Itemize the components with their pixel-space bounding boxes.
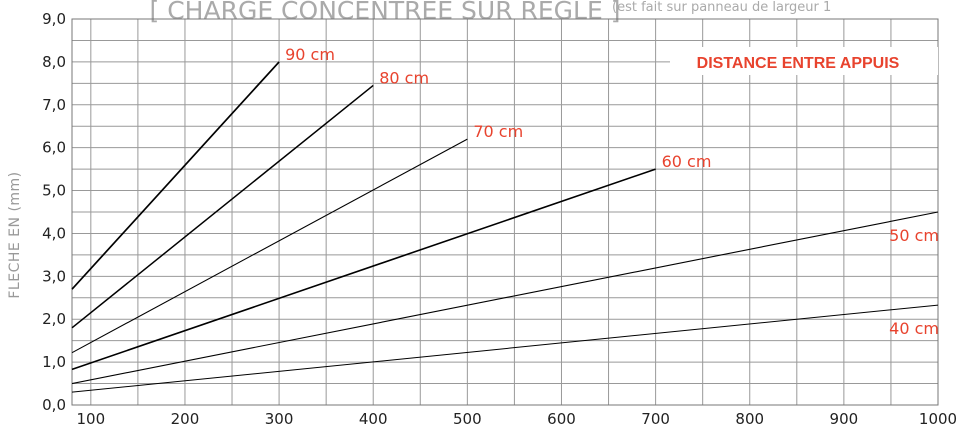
y-axis-ticks: 0,0 1,0 2,0 3,0 4,0 5,0 6,0 7,0 8,0 9,0 xyxy=(42,10,66,414)
x-tick-label: 700 xyxy=(641,410,670,426)
series-line-70-cm xyxy=(71,138,468,354)
x-tick-label: 1000 xyxy=(919,410,957,426)
y-tick-label: 0,0 xyxy=(42,396,66,414)
series-label-background xyxy=(892,320,937,339)
y-tick-label: 3,0 xyxy=(42,267,66,285)
series-label: 80 cm xyxy=(379,68,429,87)
y-tick-label: 2,0 xyxy=(42,310,66,328)
y-tick-label: 7,0 xyxy=(42,96,66,114)
chart-title: [ CHARGE CONCENTREE SUR REGLE ] xyxy=(150,0,621,25)
x-tick-label: 800 xyxy=(735,410,764,426)
series-label: 40 cm xyxy=(889,319,939,338)
x-tick-label: 200 xyxy=(171,410,200,426)
x-axis-ticks: 100 200 300 400 500 600 700 800 900 1000 xyxy=(77,410,958,426)
series-label: 90 cm xyxy=(285,45,335,64)
series-line-40-cm xyxy=(71,304,939,393)
x-tick-label: 900 xyxy=(830,410,859,426)
series-lines xyxy=(71,61,939,393)
y-tick-label: 8,0 xyxy=(42,53,66,71)
series-label-background xyxy=(892,227,937,245)
grid xyxy=(72,19,938,405)
y-axis-label: FLECHE EN (mm) xyxy=(7,171,23,298)
series-line-50-cm xyxy=(71,211,939,385)
x-tick-label: 600 xyxy=(547,410,576,426)
x-tick-label: 100 xyxy=(77,410,106,426)
legend-title: DISTANCE ENTRE APPUIS xyxy=(697,55,900,72)
legend-background xyxy=(670,47,938,75)
y-tick-label: 4,0 xyxy=(42,224,66,242)
x-tick-label: 500 xyxy=(453,410,482,426)
series-labels: 90 cm 80 cm 70 cm 60 cm 50 cm 40 cm xyxy=(285,45,939,339)
y-tick-label: 9,0 xyxy=(42,10,66,28)
y-tick-label: 6,0 xyxy=(42,139,66,157)
series-label: 60 cm xyxy=(662,152,712,171)
series-line-90-cm xyxy=(71,61,280,290)
chart-subtitle: (est fait sur panneau de largeur 1 xyxy=(612,0,831,15)
y-tick-label: 5,0 xyxy=(42,182,66,200)
x-tick-label: 300 xyxy=(265,410,294,426)
series-label: 70 cm xyxy=(473,122,523,141)
series-label: 50 cm xyxy=(889,226,939,245)
x-tick-label: 400 xyxy=(359,410,388,426)
series-line-80-cm xyxy=(71,84,374,329)
series-line-60-cm xyxy=(71,168,656,371)
y-tick-label: 1,0 xyxy=(42,353,66,371)
